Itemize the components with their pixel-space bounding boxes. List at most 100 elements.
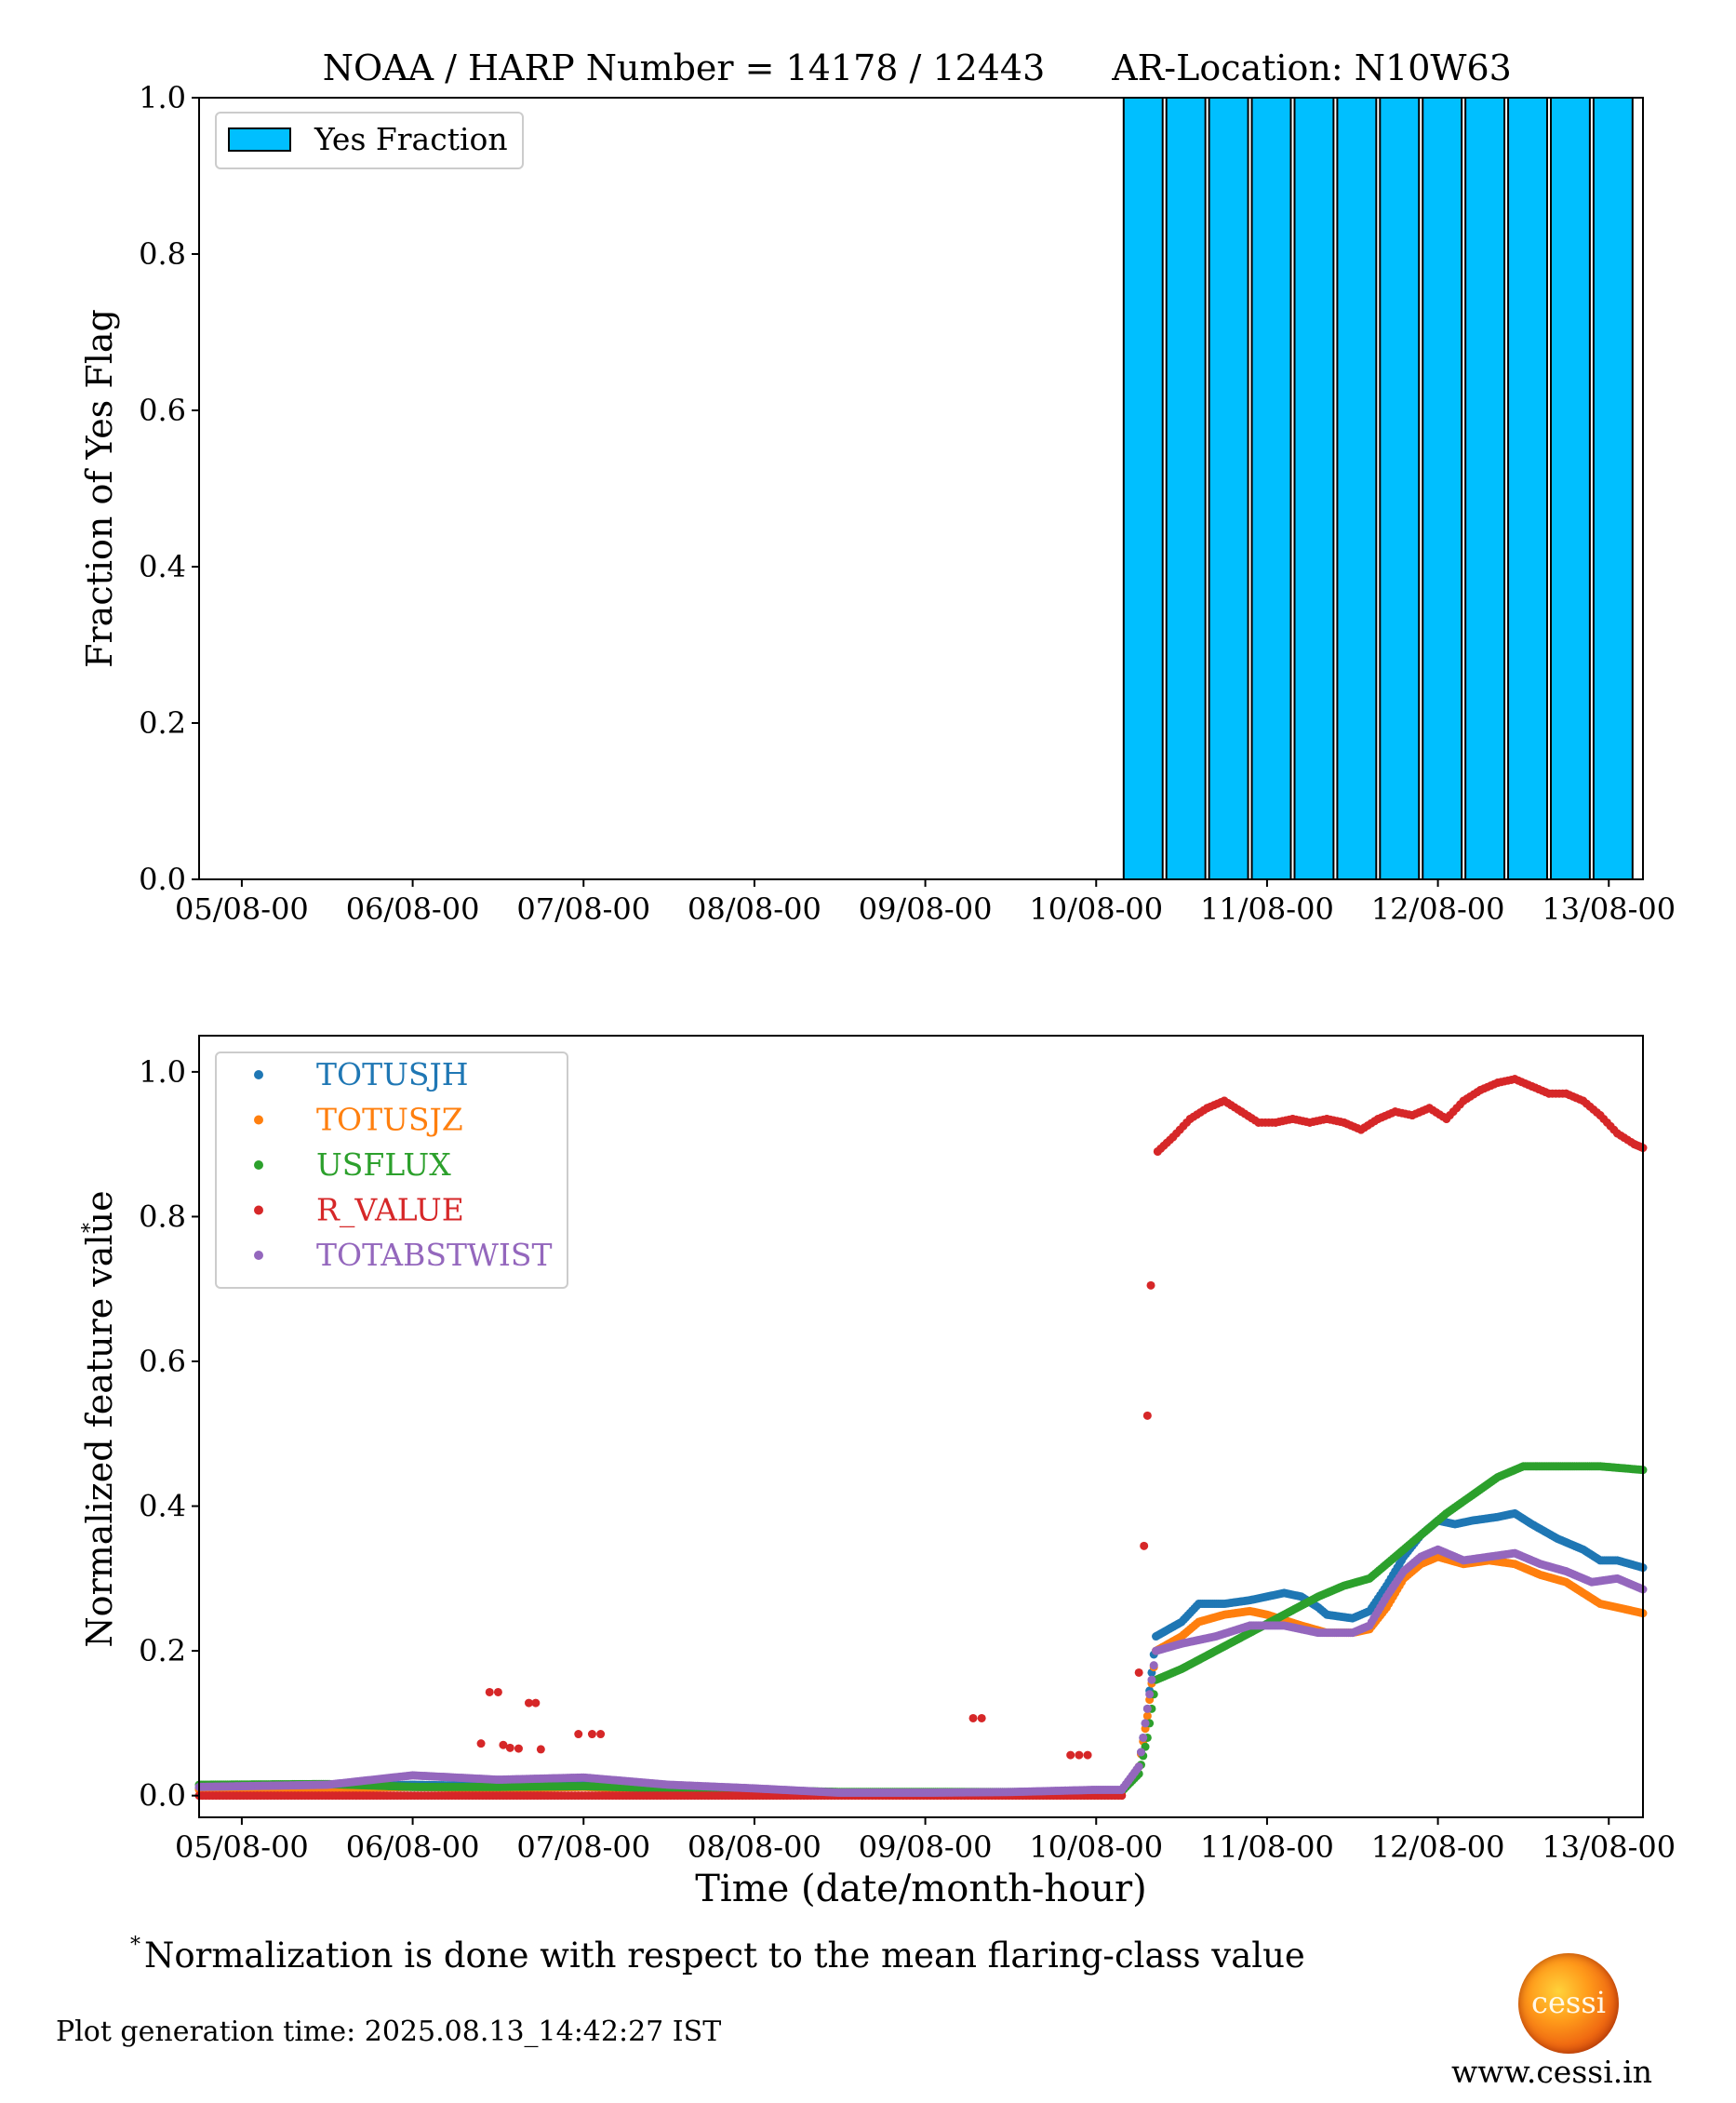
top-xtick-label: 12/08-00 — [1371, 891, 1505, 927]
top-xtick-label: 13/08-00 — [1542, 891, 1676, 927]
bottom-legend: TOTUSJH TOTUSJZ USFLUX R_VALUE TOTABSTWIST — [215, 1052, 568, 1289]
top-y-ticks: 0.0 0.2 0.4 0.6 0.8 1.0 — [139, 80, 199, 897]
top-y-axis-label: Fraction of Yes Flag — [79, 309, 120, 668]
totabstwist-point — [1141, 1719, 1150, 1728]
r-value-point — [493, 1687, 502, 1696]
footnote-text: Normalization is done with respect to th… — [144, 1936, 1305, 1976]
top-xtick-label: 08/08-00 — [688, 891, 821, 927]
r-value-point — [1066, 1750, 1075, 1760]
bottom-plot-frame — [198, 1035, 1644, 1818]
bottom-xtick-label: 08/08-00 — [688, 1829, 821, 1865]
legend-label-totusjz: TOTUSJZ — [316, 1102, 463, 1138]
r-value-point — [1146, 1280, 1155, 1290]
series-totabstwist — [194, 1545, 1648, 1798]
bottom-xtick-label: 06/08-00 — [346, 1829, 480, 1865]
yes-fraction-legend-label: Yes Fraction — [314, 121, 508, 157]
totabstwist-point — [1136, 1748, 1145, 1757]
bottom-y-axis-label-sup: * — [79, 1223, 102, 1233]
yes-fraction-bar — [1549, 97, 1591, 880]
cessi-sun-logo: cessi — [1518, 1953, 1619, 2054]
bottom-xtick-label: 07/08-00 — [516, 1829, 650, 1865]
yes-fraction-bar — [1165, 97, 1207, 880]
bottom-legend-box — [215, 1052, 568, 1289]
ar-location-title: AR-Location: N10W63 — [1111, 47, 1512, 88]
r-value-point — [574, 1730, 583, 1739]
top-ytick-label: 0.2 — [139, 705, 186, 741]
r-value-point — [531, 1698, 541, 1708]
top-legend-box — [215, 112, 524, 169]
bottom-ytick-label: 1.0 — [139, 1054, 186, 1090]
yes-fraction-bar — [1336, 97, 1378, 880]
top-xtick-label: 10/08-00 — [1029, 891, 1163, 927]
top-xtick-label: 07/08-00 — [516, 891, 650, 927]
bottom-ytick-label: 0.4 — [139, 1489, 186, 1524]
bottom-x-ticks: 05/08-00 06/08-00 07/08-00 08/08-00 09/08-00… — [175, 1817, 1676, 1865]
top-xtick-label: 09/08-00 — [859, 891, 993, 927]
bottom-xtick-label: 11/08-00 — [1200, 1829, 1334, 1865]
bottom-y-axis-label: Normalized feature value — [79, 1190, 120, 1647]
top-xtick-label: 06/08-00 — [346, 891, 480, 927]
r-value-point — [587, 1730, 596, 1739]
feature-panel: 0.0 0.2 0.4 0.6 0.8 1.0 05/08-00 06/08-00 07/08… — [79, 1035, 1676, 1910]
top-xtick-label: 05/08-00 — [175, 891, 309, 927]
yes-fraction-bars — [1122, 97, 1634, 880]
r-value-point — [1083, 1750, 1092, 1760]
r-value-point — [485, 1687, 494, 1696]
bottom-xtick-label: 10/08-00 — [1029, 1829, 1163, 1865]
footnote: * Normalization is done with respect to t… — [130, 1934, 1305, 1976]
yes-fraction-bar — [1122, 97, 1164, 880]
legend-label-totabstwist: TOTABSTWIST — [316, 1237, 553, 1273]
r-value-point — [1636, 1143, 1646, 1152]
feature-scatter-points — [194, 1075, 1648, 1801]
r-value-point — [1134, 1668, 1143, 1677]
yes-fraction-bar — [1422, 97, 1463, 880]
legend-marker-r-value — [254, 1205, 263, 1215]
legend-label-r-value: R_VALUE — [316, 1192, 464, 1229]
yes-fraction-bar — [1464, 97, 1506, 880]
series-usflux — [194, 1462, 1648, 1797]
r-value-point — [1140, 1541, 1149, 1550]
series-r-value — [194, 1075, 1648, 1801]
totabstwist-point — [1145, 1690, 1155, 1699]
r-value-point — [505, 1743, 514, 1752]
bottom-xtick-label: 09/08-00 — [859, 1829, 993, 1865]
yes-fraction-bar — [1507, 97, 1548, 880]
legend-marker-usflux — [254, 1160, 263, 1170]
bottom-xtick-label: 12/08-00 — [1371, 1829, 1505, 1865]
bottom-ytick-label: 0.0 — [139, 1778, 186, 1814]
bottom-ytick-label: 0.2 — [139, 1633, 186, 1668]
totabstwist-point — [1149, 1661, 1158, 1670]
r-value-point — [596, 1730, 606, 1739]
r-value-point — [968, 1713, 978, 1722]
top-x-ticks: 05/08-00 06/08-00 07/08-00 08/08-00 09/08-00… — [175, 879, 1676, 927]
yes-fraction-bar — [1293, 97, 1335, 880]
top-plot-frame — [198, 97, 1644, 880]
legend-marker-totusjz — [254, 1115, 263, 1125]
legend-label-usflux: USFLUX — [316, 1146, 451, 1183]
r-value-point — [977, 1713, 986, 1722]
bottom-xtick-label: 05/08-00 — [175, 1829, 309, 1865]
bottom-x-axis-label: Time (date/month-hour) — [695, 1868, 1147, 1910]
top-xtick-label: 11/08-00 — [1200, 891, 1334, 927]
bottom-ytick-label: 0.6 — [139, 1344, 186, 1379]
r-value-point — [1142, 1411, 1152, 1420]
bottom-y-axis-label-group: Normalized feature value * — [79, 1190, 120, 1647]
yes-fraction-panel: 0.0 0.2 0.4 0.6 0.8 1.0 05/08-00 06/08-00 07/08… — [79, 80, 1676, 927]
totabstwist-point — [1147, 1675, 1156, 1684]
bottom-y-ticks: 0.0 0.2 0.4 0.6 0.8 1.0 — [139, 1054, 199, 1814]
legend-marker-totabstwist — [254, 1251, 263, 1260]
totabstwist-point — [1142, 1704, 1152, 1713]
top-ytick-label: 1.0 — [139, 80, 186, 115]
totabstwist-point — [1139, 1733, 1148, 1742]
top-ytick-label: 0.0 — [139, 862, 186, 897]
top-legend: Yes Fraction — [215, 112, 524, 169]
r-value-point — [476, 1739, 486, 1748]
totabstwist-point — [1134, 1762, 1143, 1772]
r-value-point — [536, 1745, 545, 1754]
r-value-point — [1075, 1750, 1084, 1760]
footnote-marker: * — [130, 1934, 140, 1957]
yes-fraction-bar — [1250, 97, 1292, 880]
yes-fraction-bar — [1208, 97, 1249, 880]
logo-label: cessi — [1531, 1985, 1606, 2020]
